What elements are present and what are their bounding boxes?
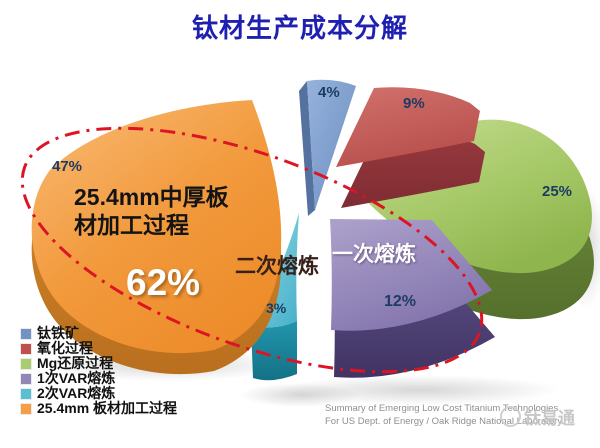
source-caption: Summary of Emerging Low Cost Titanium Te… (325, 402, 562, 428)
pct-label-var1: 12% (384, 293, 417, 310)
primary-melting-annotation: 一次熔炼 (332, 243, 416, 266)
watermark-text: 钛易通 (524, 409, 575, 428)
legend-item-var2: 2次VAR熔炼 (21, 386, 177, 401)
legend-label: 钛铁矿 (37, 325, 79, 341)
pie-slice-plate-processing (31, 100, 282, 375)
plate-process-annotation: 25.4mm中厚板 材加工过程 (74, 183, 229, 239)
pct-label-var2: 3% (266, 300, 287, 316)
legend-item-chlorination: 氧化过程 (21, 341, 177, 356)
pie-slice-ilmenite (299, 79, 356, 216)
pie-slice-chlorination (336, 87, 485, 208)
legend-item-plate: 25.4mm 板材加工过程 (21, 401, 177, 416)
group-total-annotation: 62% (126, 262, 201, 303)
page-title: 钛材生产成本分解 (191, 13, 408, 43)
secondary-melting-annotation: 二次熔炼 (235, 255, 319, 278)
legend-label: Mg还原过程 (37, 355, 114, 371)
pct-label-ilmenite: 4% (318, 84, 340, 101)
watermark-logo-icon (500, 406, 521, 427)
legend-swatch-icon (21, 343, 31, 354)
legend-item-ilmenite: 钛铁矿 (21, 326, 177, 341)
legend-label: 2次VAR熔炼 (37, 385, 116, 401)
source-caption-line2: For US Dept. of Energy / Oak Ridge Natio… (325, 416, 563, 427)
plate-process-line2: 材加工过程 (74, 212, 189, 238)
legend-item-mg-reduction: Mg还原过程 (21, 356, 177, 371)
legend-swatch-icon (21, 373, 31, 384)
pct-label-chlorination: 9% (403, 95, 425, 112)
pct-label-mg-reduction: 25% (542, 183, 573, 200)
legend-swatch-icon (21, 358, 31, 369)
pie-slice-var2 (251, 213, 299, 381)
legend-swatch-icon (21, 328, 31, 339)
legend-label: 1次VAR熔炼 (37, 370, 116, 386)
legend-swatch-icon (21, 403, 31, 414)
legend-swatch-icon (21, 388, 31, 399)
chart-legend: 钛铁矿 氧化过程 Mg还原过程 1次VAR熔炼 2次VAR熔炼 25.4mm 板… (21, 326, 177, 416)
pct-label-plate: 47% (52, 158, 83, 175)
pie-slice-var1 (330, 219, 495, 378)
source-caption-line1: Summary of Emerging Low Cost Titanium Te… (325, 403, 559, 414)
legend-label: 氧化过程 (37, 340, 93, 356)
plate-process-line1: 25.4mm中厚板 (74, 184, 229, 210)
legend-label: 25.4mm 板材加工过程 (37, 400, 178, 416)
legend-item-var1: 1次VAR熔炼 (21, 371, 177, 386)
watermark: 钛易通 (500, 404, 575, 429)
